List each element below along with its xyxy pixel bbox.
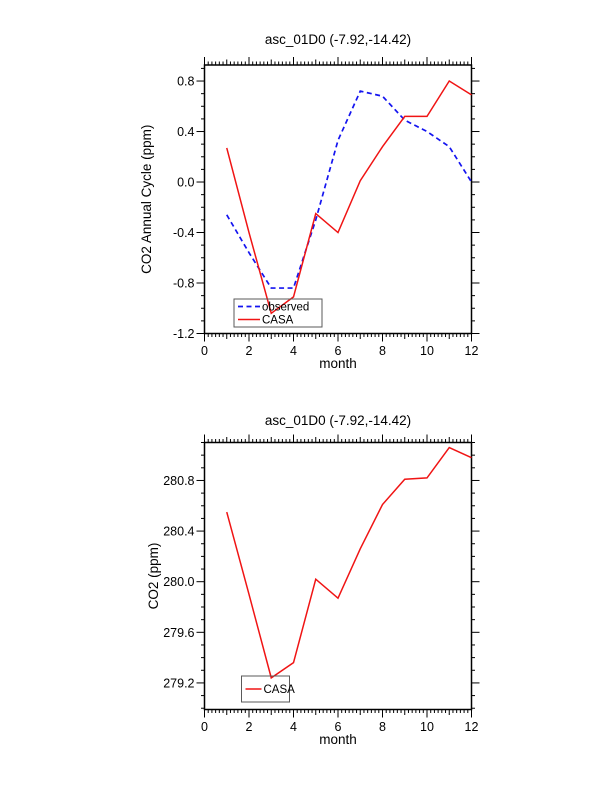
x-tick-label: 4: [290, 344, 297, 358]
y-tick-label: 279.6: [163, 626, 194, 640]
x-tick-label: 10: [420, 344, 434, 358]
legend-box: [241, 675, 290, 703]
x-tick-label: 6: [335, 720, 342, 734]
y-axis-title: CO2 (ppm): [146, 543, 161, 610]
chart-title: asc_01D0 (-7.92,-14.42): [265, 413, 411, 428]
series-casa-line: [226, 446, 472, 680]
plot-frame: [203, 441, 473, 711]
x-axis-title: month: [319, 732, 357, 747]
plot-frame: [203, 64, 473, 335]
x-tick-label: 12: [465, 344, 479, 358]
bottom-chart: CASA asc_01D0 (-7.92,-14.42) 0 2 4 6 8 10 12 280.…: [146, 413, 480, 747]
x-tick-label: 2: [246, 720, 253, 734]
x-tick-label: 12: [465, 720, 479, 734]
x-tick-label: 8: [379, 344, 386, 358]
y-tick-label: 0.0: [177, 176, 194, 190]
y-tick-label: -0.4: [173, 226, 195, 240]
y-axis-title: CO2 Annual Cycle (ppm): [139, 125, 154, 274]
y-tick-label: 279.2: [163, 676, 194, 690]
x-tick-label: 8: [379, 720, 386, 734]
x-tick-label: 4: [290, 720, 297, 734]
series-observed-line: [226, 90, 473, 289]
x-tick-label: 6: [335, 344, 342, 358]
y-tick-label: 0.4: [177, 125, 194, 139]
y-tick-label: 0.8: [177, 75, 194, 89]
x-axis-title: month: [319, 356, 357, 371]
chart-title: asc_01D0 (-7.92,-14.42): [265, 32, 411, 47]
legend-box: [233, 298, 323, 328]
y-tick-label: 280.4: [163, 525, 194, 539]
axis-ticks: [196, 434, 480, 718]
x-tick-label: 2: [246, 344, 253, 358]
x-tick-label: 0: [201, 344, 208, 358]
x-tick-label: 0: [201, 720, 208, 734]
y-tick-label: 280.8: [163, 474, 194, 488]
x-tick-label: 10: [420, 720, 434, 734]
legend-label-casa: CASA: [264, 684, 296, 696]
y-tick-label: 280.0: [163, 575, 194, 589]
legend-label-observed: observed: [262, 302, 309, 314]
legend-label-casa: CASA: [262, 315, 294, 327]
series-casa-line: [226, 79, 472, 315]
y-tick-label: -1.2: [173, 327, 195, 341]
y-tick-label: -0.8: [173, 277, 195, 291]
